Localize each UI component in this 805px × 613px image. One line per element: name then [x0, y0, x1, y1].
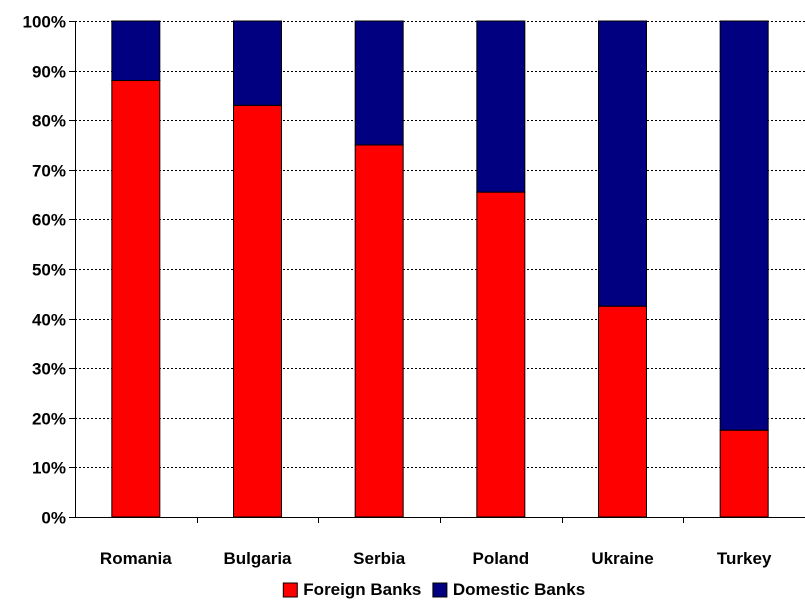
bar-segment-domestic-banks	[598, 20, 647, 307]
bar-segment-foreign-banks	[598, 305, 647, 518]
legend-swatch-domestic-banks	[432, 582, 448, 598]
bar-segment-domestic-banks	[719, 20, 769, 431]
x-category-label: Serbia	[353, 549, 406, 568]
bar-segment-foreign-banks	[111, 80, 161, 518]
x-category-label: Bulgaria	[223, 549, 292, 568]
legend-label: Foreign Banks	[303, 580, 421, 599]
gridlines	[75, 21, 805, 468]
y-tick-label: 20%	[32, 410, 66, 429]
x-category-labels: Romania Bulgaria Serbia Poland Ukraine Turkey	[100, 549, 772, 568]
y-tick-label: 30%	[32, 360, 66, 379]
axes	[69, 21, 805, 523]
y-tick-label: 0%	[41, 509, 66, 528]
legend-label: Domestic Banks	[453, 580, 585, 599]
y-tick-labels: 0% 10% 20% 30% 40% 50% 60% 70% 80% 90% 100%	[23, 13, 66, 528]
bar-segment-foreign-banks	[233, 104, 282, 518]
y-tick-label: 10%	[32, 459, 66, 478]
y-tick-label: 40%	[32, 311, 66, 330]
x-category-label: Ukraine	[591, 549, 653, 568]
legend-swatch-foreign-banks	[282, 582, 298, 598]
bar-segment-foreign-banks	[476, 191, 526, 518]
bar-segment-foreign-banks	[719, 429, 769, 518]
y-tick-label: 60%	[32, 211, 66, 230]
y-tick-label: 100%	[23, 13, 66, 32]
bar-segment-foreign-banks	[354, 144, 404, 518]
x-category-label: Poland	[472, 549, 529, 568]
legend: Foreign Banks Domestic Banks	[282, 580, 585, 599]
bar-segment-domestic-banks	[233, 20, 282, 106]
bar-segment-domestic-banks	[111, 20, 161, 82]
y-tick-label: 70%	[32, 162, 66, 181]
y-tick-label: 80%	[32, 112, 66, 131]
y-tick-label: 50%	[32, 261, 66, 280]
x-category-label: Turkey	[717, 549, 772, 568]
bar-segment-domestic-banks	[476, 20, 526, 193]
bar-segment-domestic-banks	[354, 20, 404, 146]
y-tick-label: 90%	[32, 63, 66, 82]
x-category-label: Romania	[100, 549, 172, 568]
